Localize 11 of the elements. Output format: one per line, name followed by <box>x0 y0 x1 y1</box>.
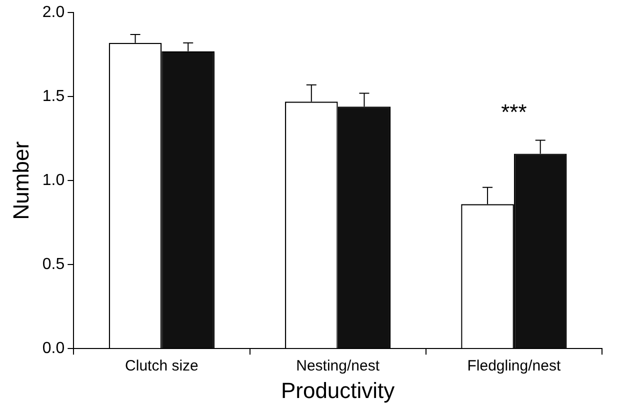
x-tick-label: Clutch size <box>125 358 198 375</box>
annotation: *** <box>501 99 528 124</box>
y-tick-label: 2.0 <box>42 4 65 22</box>
x-tick-label: Fledgling/nest <box>467 358 562 375</box>
x-axis-title: Productivity <box>280 378 395 403</box>
y-tick-label: 1.0 <box>42 172 65 190</box>
y-tick-label: 0.5 <box>42 256 65 274</box>
y-axis-title: Number <box>8 141 34 220</box>
x-tick-label: Nesting/nest <box>296 358 380 375</box>
y-tick-label: 0.0 <box>42 340 65 358</box>
y-tick-label: 1.5 <box>42 88 65 106</box>
